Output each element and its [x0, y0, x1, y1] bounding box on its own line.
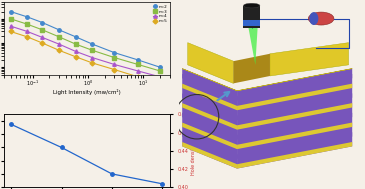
Polygon shape — [182, 93, 237, 120]
Polygon shape — [182, 69, 352, 91]
n=4 — [73, 50, 78, 53]
n=4 — [136, 70, 140, 72]
Polygon shape — [237, 69, 352, 169]
Line: n=3: n=3 — [9, 17, 162, 73]
Line: n=5: n=5 — [9, 30, 162, 86]
n=3 — [57, 36, 61, 38]
Y-axis label: Hole density (cm⁻³): Hole density (cm⁻³) — [191, 127, 196, 175]
Polygon shape — [182, 132, 237, 159]
n=5 — [25, 36, 30, 38]
X-axis label: Light Intensity (mw/cm²): Light Intensity (mw/cm²) — [53, 89, 120, 95]
n=5 — [57, 49, 61, 51]
n=3 — [73, 43, 78, 45]
n=5 — [90, 62, 95, 64]
n=3 — [136, 63, 140, 66]
n=3 — [158, 70, 162, 72]
Polygon shape — [237, 74, 352, 101]
n=2 — [40, 21, 45, 24]
Polygon shape — [182, 122, 237, 149]
Polygon shape — [237, 84, 352, 110]
Polygon shape — [237, 103, 352, 130]
Polygon shape — [182, 74, 237, 101]
Ellipse shape — [308, 12, 334, 25]
n=2 — [112, 52, 117, 54]
Polygon shape — [188, 43, 233, 83]
Polygon shape — [243, 6, 260, 28]
Polygon shape — [237, 142, 352, 169]
n=2 — [8, 10, 13, 13]
Polygon shape — [182, 69, 237, 169]
n=4 — [90, 57, 95, 59]
n=3 — [25, 23, 30, 25]
n=3 — [8, 18, 13, 20]
n=5 — [8, 30, 13, 33]
n=4 — [158, 76, 162, 78]
Ellipse shape — [243, 3, 260, 8]
n=2 — [73, 36, 78, 38]
n=3 — [112, 57, 117, 59]
Polygon shape — [182, 103, 237, 130]
Line: n=2: n=2 — [9, 10, 162, 69]
Line: n=4: n=4 — [9, 24, 162, 79]
Polygon shape — [237, 122, 352, 149]
n=2 — [158, 66, 162, 68]
n=3 — [90, 49, 95, 51]
Polygon shape — [233, 54, 270, 83]
n=2 — [90, 43, 95, 45]
n=3 — [40, 29, 45, 31]
n=2 — [136, 59, 140, 61]
n=5 — [73, 56, 78, 58]
Polygon shape — [244, 6, 259, 65]
Polygon shape — [182, 142, 237, 169]
Polygon shape — [182, 84, 237, 110]
Polygon shape — [237, 93, 352, 120]
Polygon shape — [270, 43, 349, 76]
n=5 — [158, 83, 162, 85]
n=4 — [25, 30, 30, 33]
Legend: n=2, n=3, n=4, n=5: n=2, n=3, n=4, n=5 — [152, 4, 168, 24]
n=5 — [40, 42, 45, 44]
Polygon shape — [243, 20, 260, 26]
Polygon shape — [237, 113, 352, 139]
n=4 — [40, 36, 45, 39]
n=4 — [8, 25, 13, 27]
n=4 — [112, 63, 117, 66]
n=5 — [112, 68, 117, 71]
n=2 — [25, 16, 30, 18]
Polygon shape — [237, 132, 352, 159]
n=5 — [136, 76, 140, 78]
Polygon shape — [182, 113, 237, 139]
n=4 — [57, 43, 61, 45]
Ellipse shape — [309, 12, 318, 25]
n=2 — [57, 29, 61, 31]
